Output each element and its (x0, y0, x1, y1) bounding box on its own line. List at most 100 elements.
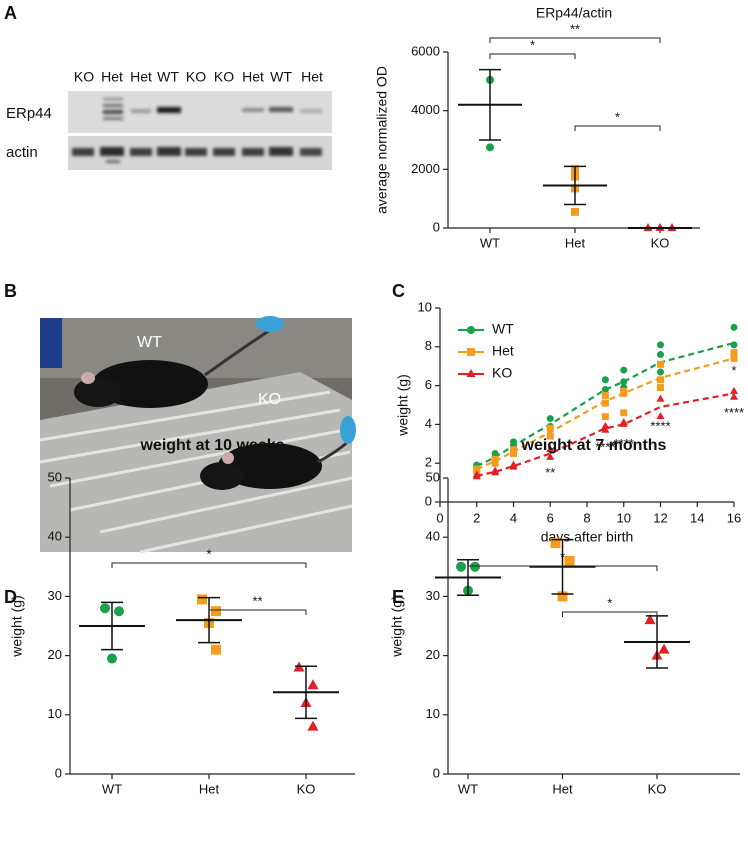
y-axis-label: weight (g) (9, 595, 25, 657)
point (620, 409, 628, 417)
x-axis-label: days after birth (541, 529, 634, 545)
x-tick-label: KO (297, 781, 316, 796)
photo-label: KO (258, 391, 281, 408)
series-line (476, 341, 735, 468)
y-axis-label: weight (g) (389, 595, 405, 657)
y-tick-label: 50 (426, 469, 440, 484)
y-tick-label: 2 (425, 455, 432, 470)
x-tick-label: WT (102, 781, 122, 796)
panel-label: A (4, 3, 17, 23)
significance-label: * (607, 595, 612, 610)
point (620, 378, 628, 386)
x-tick-label: 10 (617, 510, 631, 525)
significance-label: ** (570, 21, 580, 36)
y-tick-label: 40 (48, 529, 62, 544)
significance-label: * (731, 363, 736, 378)
point (472, 470, 481, 478)
y-tick-label: 30 (426, 588, 440, 603)
legend-label: WT (492, 321, 514, 337)
y-tick-label: 10 (418, 299, 432, 314)
significance-label: **** (650, 418, 670, 433)
y-tick-label: 8 (425, 338, 432, 353)
point (601, 391, 609, 399)
photo: WT KO (39, 316, 356, 554)
point (470, 561, 480, 572)
point (571, 207, 579, 216)
point (307, 679, 319, 690)
point (486, 143, 494, 152)
panel-label: D (4, 587, 17, 607)
significance-bracket (489, 53, 576, 59)
point (657, 341, 664, 349)
y-tick-label: 0 (425, 493, 432, 508)
panel-label: E (392, 587, 404, 607)
point (657, 376, 664, 384)
significance-bracket (208, 609, 307, 615)
y-tick-label: 4 (425, 416, 432, 431)
y-tick-label: 0 (433, 219, 440, 234)
point (509, 460, 518, 468)
x-tick-label: Het (565, 235, 586, 250)
point (657, 360, 664, 368)
point (466, 369, 476, 377)
x-tick-label: WT (458, 781, 478, 796)
point (620, 389, 628, 397)
point (601, 385, 609, 393)
chart-title: weight at 7 months (521, 437, 667, 454)
significance-bracket (467, 565, 658, 571)
point (197, 594, 207, 605)
significance-label: * (615, 109, 620, 124)
point (510, 446, 517, 454)
significance-bracket (111, 562, 307, 568)
point (658, 643, 670, 654)
significance-label: * (206, 546, 211, 561)
lane-label: Het (101, 69, 123, 85)
point (491, 466, 500, 474)
point (546, 415, 554, 423)
y-tick-label: 2000 (411, 161, 440, 176)
chart-title: weight at 10 weeks (139, 437, 284, 454)
x-tick-label: 8 (583, 510, 590, 525)
point (211, 606, 221, 617)
lane-label: Het (130, 69, 152, 85)
y-tick-label: 20 (426, 647, 440, 662)
x-tick-label: 12 (653, 510, 667, 525)
point (550, 538, 561, 549)
point (546, 432, 554, 440)
significance-label: **** (595, 440, 615, 455)
point (601, 421, 610, 429)
point (546, 452, 555, 460)
x-tick-label: Het (552, 781, 573, 796)
mouse (218, 443, 322, 489)
point (564, 555, 575, 566)
point (656, 394, 665, 402)
lane-label: WT (157, 69, 179, 85)
significance-label: ** (252, 593, 262, 608)
point (601, 399, 609, 407)
point (100, 603, 110, 614)
y-tick-label: 40 (426, 529, 440, 544)
point (730, 323, 738, 331)
point (620, 366, 628, 374)
point (467, 348, 475, 356)
point (619, 417, 628, 425)
panel-label: C (392, 281, 405, 301)
point (730, 392, 738, 400)
point (657, 368, 664, 376)
lane-labels: KO Het Het WT KO KO Het WT Het (74, 69, 323, 85)
point (546, 445, 555, 453)
x-tick-label: Het (199, 781, 220, 796)
significance-bracket (562, 611, 658, 617)
point (456, 561, 466, 572)
point (656, 412, 665, 420)
y-tick-label: 6000 (411, 43, 440, 58)
x-tick-label: KO (648, 781, 667, 796)
point (601, 425, 610, 433)
y-tick-label: 0 (55, 765, 62, 780)
significance-label: **** (724, 405, 744, 420)
y-tick-label: 20 (48, 647, 62, 662)
blot-bands (72, 98, 322, 163)
x-tick-label: 16 (727, 510, 741, 525)
point (730, 354, 738, 362)
